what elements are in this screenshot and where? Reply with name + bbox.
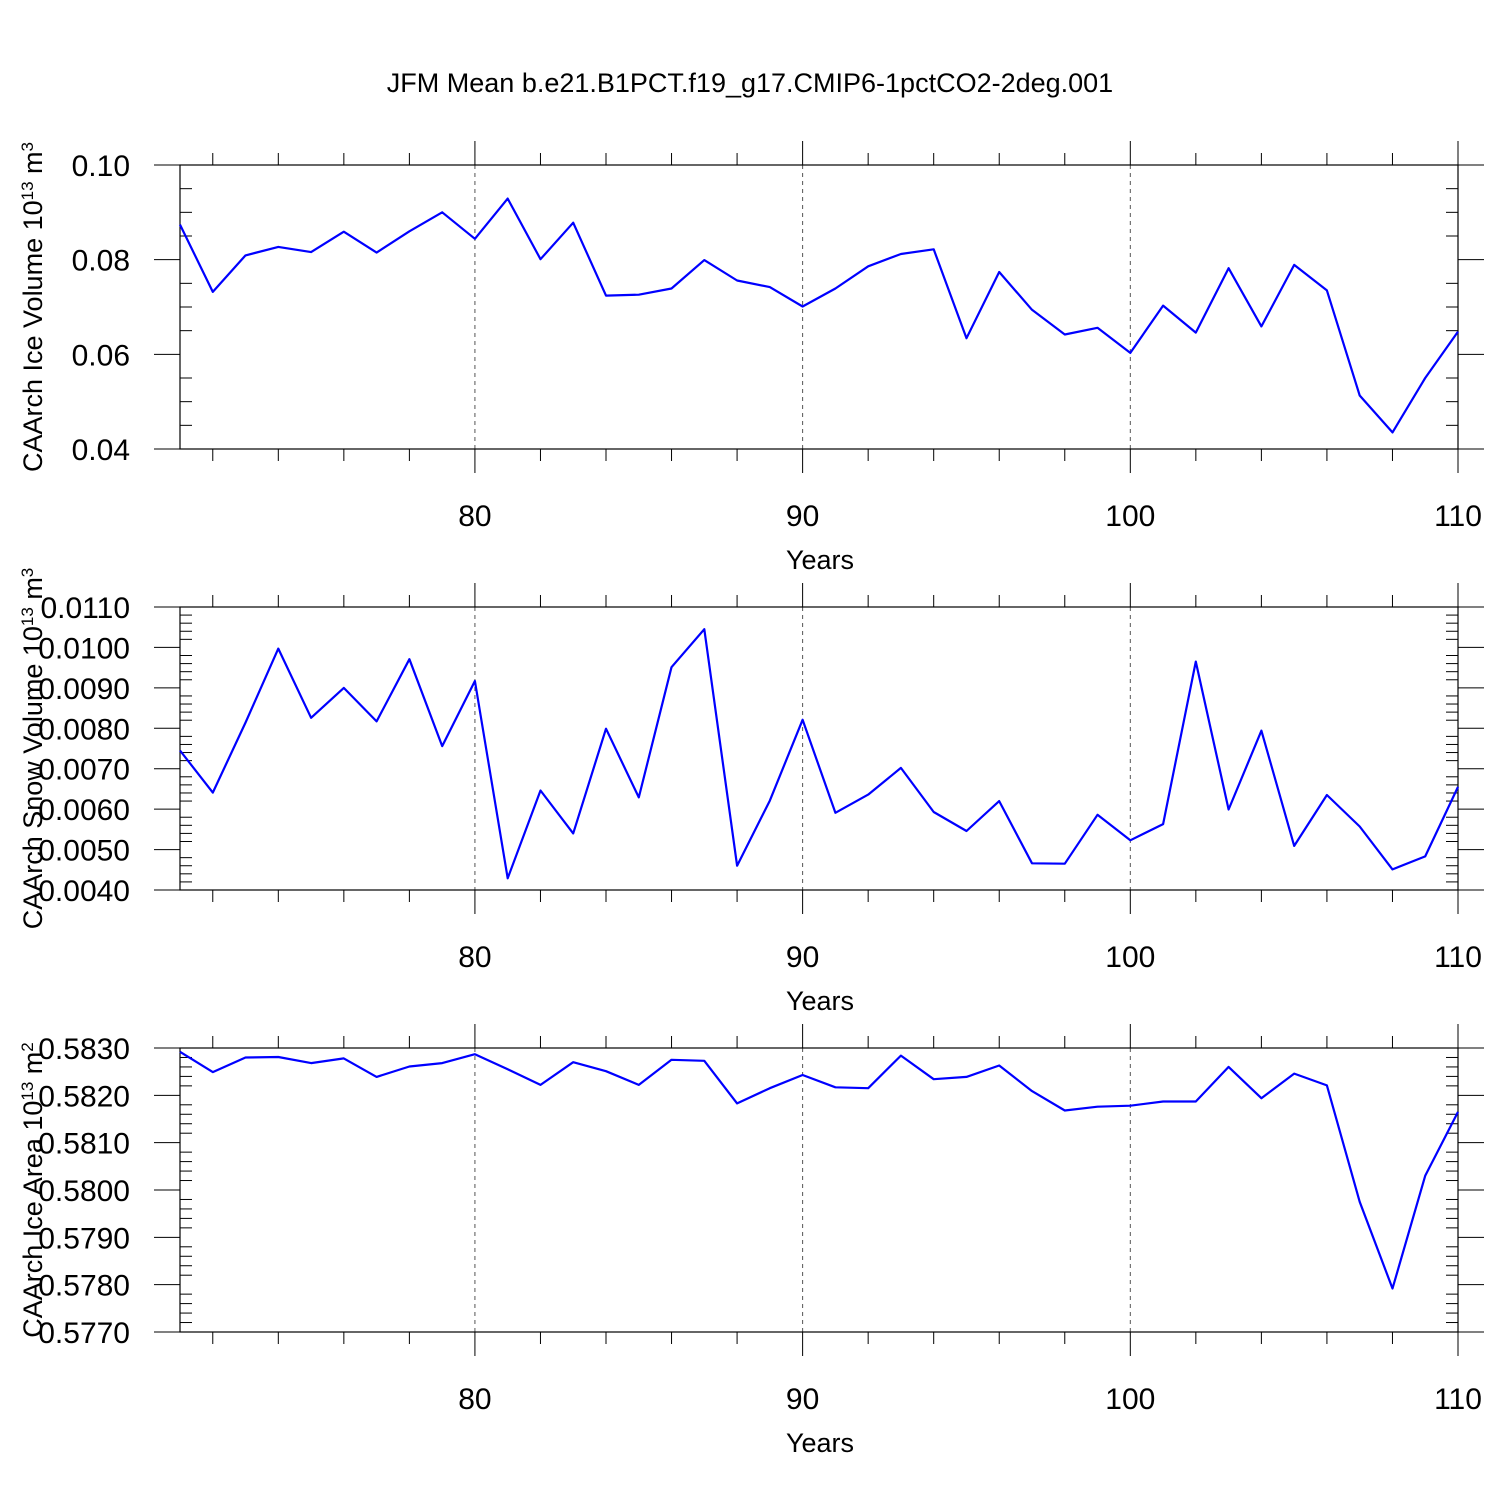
x-tick-label: 110	[1434, 500, 1482, 533]
y-axis-label: CAArch Ice Volume 1013 m3	[18, 142, 49, 472]
x-axis-label: Years	[786, 986, 854, 1016]
x-tick-label: 80	[458, 941, 491, 974]
y-tick-label: 0.08	[72, 245, 130, 278]
y-tick-labels: 0.04 0.06 0.08 0.10	[72, 150, 130, 467]
x-axis-label: Years	[786, 545, 854, 575]
series-line	[179, 628, 1459, 880]
y-tick-label: 0.06	[72, 339, 130, 372]
y-tick-label: 0.0110	[40, 592, 130, 625]
y-tick-label: 0.0050	[38, 835, 130, 868]
y-tick-label: 0.04	[72, 434, 130, 467]
y-tick-labels: 0.5770 0.5780 0.5790 0.5800 0.5810 0.5820 0.58…	[38, 1033, 130, 1350]
x-grid	[474, 607, 1131, 890]
plot-frame	[179, 164, 1459, 450]
y-tick-labels: 0.0040 0.0050 0.0060 0.0070 0.0080 0.0090 0.01…	[38, 592, 130, 908]
plot-frame	[179, 1047, 1459, 1333]
x-tick-label: 100	[1105, 1383, 1155, 1416]
y-tick-label: 0.5810	[38, 1128, 130, 1161]
y-axis-label-exponent: 13	[18, 607, 37, 626]
y-axis-label-text: CAArch Ice Volume 10	[18, 200, 48, 472]
y-tick-label: 0.0040	[38, 875, 130, 908]
y-tick-label: 0.0090	[38, 673, 130, 706]
y-axis-label-exponent: 13	[18, 181, 37, 200]
series-line	[179, 197, 1459, 434]
figure-title: JFM Mean b.e21.B1PCT.f19_g17.CMIP6-1pctC…	[387, 68, 1113, 98]
x-tick-label: 80	[458, 500, 491, 533]
y-tick-label: 0.5770	[38, 1317, 130, 1350]
x-tick-labels: 80 90 100 110	[458, 1383, 1482, 1416]
y-tick-label: 0.0100	[38, 632, 130, 665]
x-tick-label: 100	[1105, 500, 1155, 533]
y-tick-label: 0.5820	[38, 1080, 130, 1113]
y-axis-label: CAArch Ice Area 1013 m2	[18, 1042, 49, 1338]
x-axis-label: Years	[786, 1428, 854, 1458]
panel-ice-volume: 0.04 0.06 0.08 0.10 80 90 100 110 Years CAArch…	[18, 141, 1484, 575]
y-axis-label-unit: m	[18, 577, 48, 607]
y-tick-label: 0.0060	[38, 794, 130, 827]
y-axis-label-unit: m	[18, 151, 48, 181]
y-axis-label-unit-exponent: 2	[18, 1042, 37, 1051]
y-tick-label: 0.5780	[38, 1270, 130, 1303]
x-tick-label: 110	[1434, 941, 1482, 974]
y-axis-label-text: CAArch Snow Volume 10	[18, 626, 48, 929]
x-tick-label: 80	[458, 1383, 491, 1416]
y-tick-label: 0.5790	[38, 1222, 130, 1255]
y-axis-label-exponent: 13	[18, 1082, 37, 1101]
series-line	[179, 1050, 1459, 1290]
y-tick-label: 0.10	[72, 150, 130, 183]
y-axis-label-unit: m	[18, 1052, 48, 1082]
y-tick-label: 0.5800	[38, 1175, 130, 1208]
axis-ticks	[154, 141, 1484, 473]
x-tick-label: 90	[786, 941, 819, 974]
x-tick-labels: 80 90 100 110	[458, 500, 1482, 533]
axis-ticks	[154, 1024, 1484, 1356]
y-tick-label: 0.5830	[38, 1033, 130, 1066]
x-tick-label: 110	[1434, 1383, 1482, 1416]
x-tick-label: 90	[786, 1383, 819, 1416]
panel-ice-area: 0.5770 0.5780 0.5790 0.5800 0.5810 0.5820 0.58…	[18, 1024, 1484, 1458]
y-axis-label: CAArch Snow Volume 1013 m3	[18, 568, 49, 930]
x-tick-labels: 80 90 100 110	[458, 941, 1482, 974]
y-tick-label: 0.0070	[38, 754, 130, 787]
y-axis-label-unit-exponent: 3	[18, 142, 37, 151]
panel-snow-volume: 0.0040 0.0050 0.0060 0.0070 0.0080 0.0090 0.01…	[18, 568, 1484, 1016]
y-tick-label: 0.0080	[38, 713, 130, 746]
plot-frame	[179, 606, 1459, 891]
y-axis-label-text: CAArch Ice Area 10	[18, 1101, 48, 1338]
x-tick-label: 90	[786, 500, 819, 533]
x-tick-label: 100	[1105, 941, 1155, 974]
y-axis-label-unit-exponent: 3	[18, 568, 37, 577]
